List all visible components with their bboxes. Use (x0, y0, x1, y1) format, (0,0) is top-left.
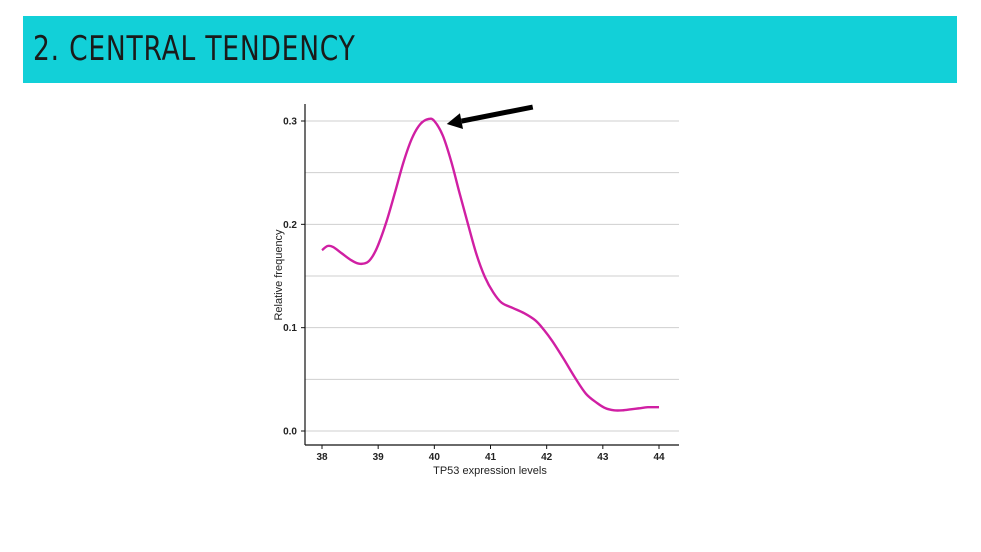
grid-lines (305, 120, 679, 432)
axes (304, 104, 679, 446)
x-tick-label: 41 (485, 452, 497, 463)
y-tick-label: 0.2 (283, 220, 297, 231)
x-tick-label: 39 (373, 452, 385, 463)
y-tick-label: 0.1 (283, 323, 297, 334)
y-tick-label: 0.0 (283, 427, 297, 438)
arrow-shaft (460, 104, 534, 124)
density-series-line (321, 117, 660, 412)
y-tick-label: 0.3 (283, 117, 297, 128)
x-axis-title: TP53 expression levels (433, 465, 547, 477)
title-bar: 2. CENTRAL TENDENCY (23, 16, 957, 83)
x-tick-label: 40 (429, 452, 441, 463)
annotation-arrow (446, 104, 534, 129)
x-tick-label: 38 (316, 452, 328, 463)
x-tick-label: 42 (541, 452, 553, 463)
arrow-head (446, 113, 464, 129)
y-axis-ticks: 0.0 0.1 0.2 0.3 (283, 117, 305, 438)
x-tick-label: 43 (597, 452, 609, 463)
slide-title: 2. CENTRAL TENDENCY (33, 29, 356, 69)
y-axis-title: Relative frequency (273, 229, 285, 321)
x-tick-label: 44 (653, 452, 665, 463)
x-axis-ticks: 38 39 40 41 42 43 44 (316, 445, 665, 463)
